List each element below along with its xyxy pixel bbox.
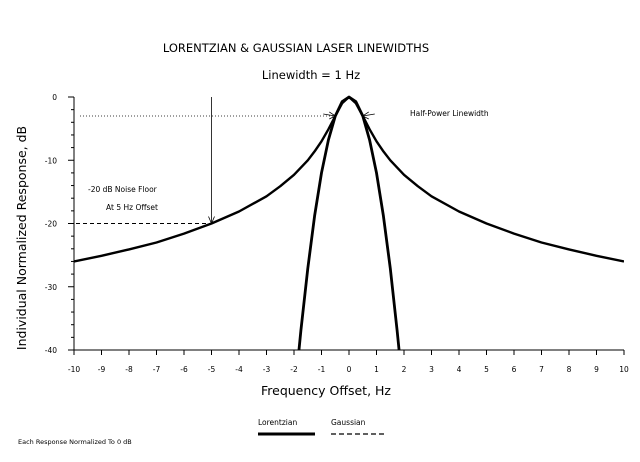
series-line-gaussian: [297, 95, 401, 350]
legend: Lorentzian Gaussian: [258, 418, 386, 436]
x-tick-label: -10: [68, 365, 80, 374]
x-tick-label: 4: [457, 365, 462, 374]
x-tick-label: -6: [180, 365, 188, 374]
y-ticks: 0 -10 -20 -30 -40: [45, 93, 74, 355]
chart-title: LORENTZIAN & GAUSSIAN LASER LINEWIDTHS: [163, 41, 429, 55]
x-tick-label: 9: [594, 365, 599, 374]
x-tick-label: 5: [484, 365, 489, 374]
x-tick-label: -5: [208, 365, 216, 374]
x-tick-label: -4: [235, 365, 243, 374]
annotation-noise-floor: -20 dB Noise Floor: [88, 185, 158, 194]
y-axis-label: Individual Normalized Response, dB: [14, 126, 29, 350]
annotation-offset: At 5 Hz Offset: [106, 203, 158, 212]
series-lines: [74, 95, 624, 350]
x-tick-label: -9: [98, 365, 106, 374]
x-tick-label: 10: [619, 365, 629, 374]
legend-label-lorentzian: Lorentzian: [258, 418, 297, 427]
y-tick-label: 0: [52, 93, 57, 102]
x-tick-label: -7: [153, 365, 161, 374]
plot-area: -10 -9 -8 -7 -6 -5 -4 -3 -2 -1 0 1 2 3 4 5 6 7 8 9 10 0-10-2…: [45, 93, 629, 374]
x-tick-label: -8: [125, 365, 133, 374]
y-tick-label: -10: [45, 156, 57, 165]
x-tick-label: 7: [539, 365, 544, 374]
x-tick-label: 1: [374, 365, 379, 374]
y-tick-label: -40: [45, 346, 57, 355]
x-ticks: -10 -9 -8 -7 -6 -5 -4 -3 -2 -1 0 1 2 3 4 5 6 7 8 9 10: [68, 350, 629, 374]
y-tick-label: -30: [45, 283, 57, 292]
x-tick-label: 2: [402, 365, 407, 374]
legend-label-gaussian: Gaussian: [331, 418, 366, 427]
x-axis-label: Frequency Offset, Hz: [261, 383, 391, 398]
x-tick-label: 8: [567, 365, 572, 374]
x-tick-label: -1: [318, 365, 326, 374]
half-power-arrow-right: [362, 113, 375, 117]
half-power-arrow-left: [323, 113, 336, 117]
chart-subtitle: Linewidth = 1 Hz: [262, 68, 360, 82]
x-tick-label: -3: [263, 365, 271, 374]
x-tick-label: 6: [512, 365, 517, 374]
y-tick-label: -20: [45, 220, 57, 229]
annotation-half-power: Half-Power Linewidth: [410, 109, 489, 118]
x-tick-label: 3: [429, 365, 434, 374]
series-line-lorentzian: [74, 95, 624, 263]
footnote: Each Response Normalized To 0 dB: [18, 438, 132, 446]
x-tick-label: -2: [290, 365, 298, 374]
x-tick-label: 0: [347, 365, 352, 374]
